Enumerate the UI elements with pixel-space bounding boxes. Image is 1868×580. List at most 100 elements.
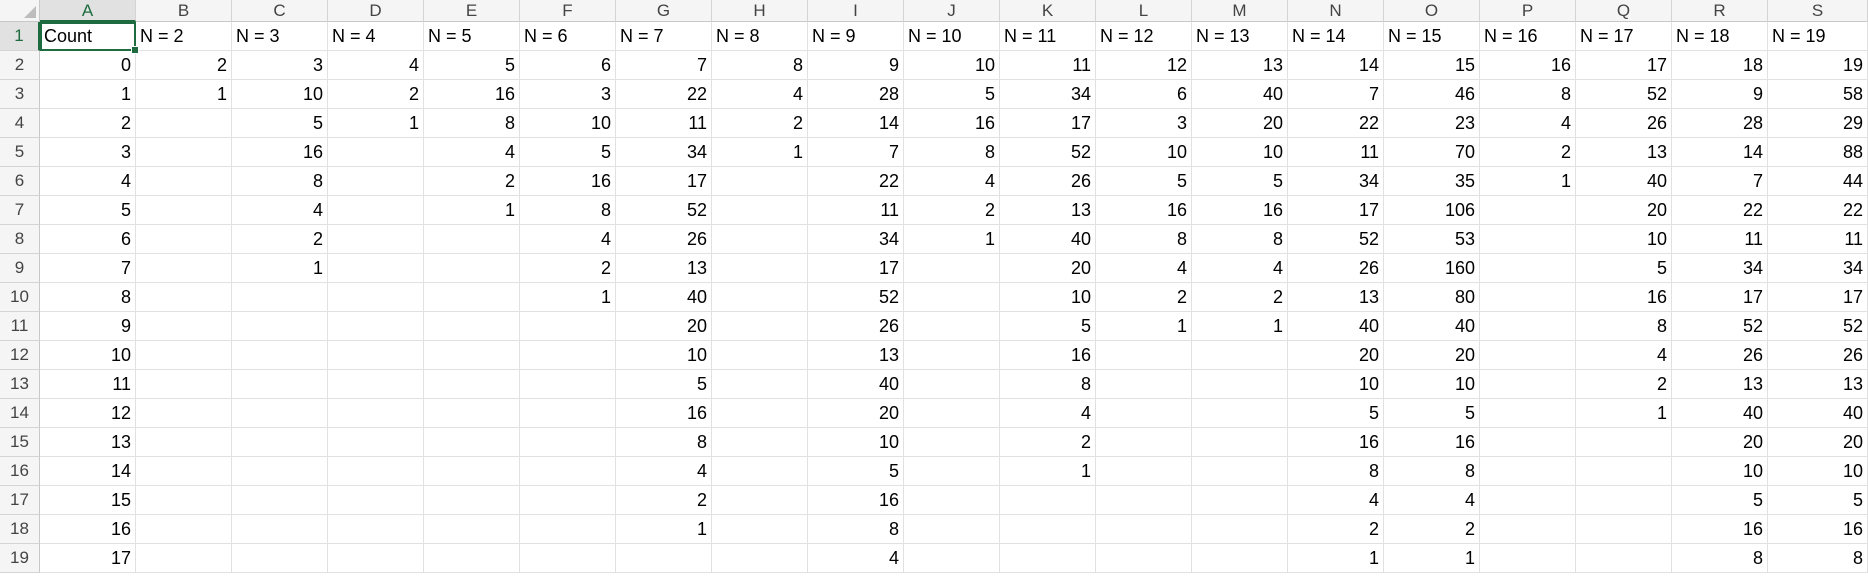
cell-n8[interactable]: 52 <box>1288 225 1384 254</box>
cell-r15[interactable]: 20 <box>1672 428 1768 457</box>
cell-m15[interactable] <box>1192 428 1288 457</box>
cell-e17[interactable] <box>424 486 520 515</box>
cell-a4[interactable]: 2 <box>40 109 136 138</box>
cell-q3[interactable]: 52 <box>1576 80 1672 109</box>
cell-e11[interactable] <box>424 312 520 341</box>
column-header-f[interactable]: F <box>520 0 616 22</box>
cell-a3[interactable]: 1 <box>40 80 136 109</box>
cell-r8[interactable]: 11 <box>1672 225 1768 254</box>
cell-s2[interactable]: 19 <box>1768 51 1868 80</box>
cell-e3[interactable]: 16 <box>424 80 520 109</box>
cell-f8[interactable]: 4 <box>520 225 616 254</box>
cell-c7[interactable]: 4 <box>232 196 328 225</box>
cell-p10[interactable] <box>1480 283 1576 312</box>
cell-p2[interactable]: 16 <box>1480 51 1576 80</box>
cell-m12[interactable] <box>1192 341 1288 370</box>
cell-c3[interactable]: 10 <box>232 80 328 109</box>
cell-b5[interactable] <box>136 138 232 167</box>
cell-n14[interactable]: 5 <box>1288 399 1384 428</box>
cell-o9[interactable]: 160 <box>1384 254 1480 283</box>
cell-p4[interactable]: 4 <box>1480 109 1576 138</box>
cell-a19[interactable]: 17 <box>40 544 136 573</box>
cell-s8[interactable]: 11 <box>1768 225 1868 254</box>
cell-g14[interactable]: 16 <box>616 399 712 428</box>
cell-l6[interactable]: 5 <box>1096 167 1192 196</box>
cell-m1[interactable]: N = 13 <box>1192 22 1288 51</box>
cell-q15[interactable] <box>1576 428 1672 457</box>
cell-m4[interactable]: 20 <box>1192 109 1288 138</box>
cell-c17[interactable] <box>232 486 328 515</box>
cell-l5[interactable]: 10 <box>1096 138 1192 167</box>
cell-i8[interactable]: 34 <box>808 225 904 254</box>
cell-k13[interactable]: 8 <box>1000 370 1096 399</box>
cell-q19[interactable] <box>1576 544 1672 573</box>
cell-k6[interactable]: 26 <box>1000 167 1096 196</box>
cell-d7[interactable] <box>328 196 424 225</box>
cell-f9[interactable]: 2 <box>520 254 616 283</box>
cell-h7[interactable] <box>712 196 808 225</box>
cell-f3[interactable]: 3 <box>520 80 616 109</box>
cell-j18[interactable] <box>904 515 1000 544</box>
cell-i19[interactable]: 4 <box>808 544 904 573</box>
cell-f17[interactable] <box>520 486 616 515</box>
cell-m14[interactable] <box>1192 399 1288 428</box>
cell-d10[interactable] <box>328 283 424 312</box>
cell-a5[interactable]: 3 <box>40 138 136 167</box>
cell-l7[interactable]: 16 <box>1096 196 1192 225</box>
cell-h13[interactable] <box>712 370 808 399</box>
cell-s11[interactable]: 52 <box>1768 312 1868 341</box>
cell-m19[interactable] <box>1192 544 1288 573</box>
cell-d11[interactable] <box>328 312 424 341</box>
cell-g3[interactable]: 22 <box>616 80 712 109</box>
cell-g9[interactable]: 13 <box>616 254 712 283</box>
cell-a7[interactable]: 5 <box>40 196 136 225</box>
cell-g17[interactable]: 2 <box>616 486 712 515</box>
cell-j16[interactable] <box>904 457 1000 486</box>
cell-e4[interactable]: 8 <box>424 109 520 138</box>
cell-j2[interactable]: 10 <box>904 51 1000 80</box>
cell-g8[interactable]: 26 <box>616 225 712 254</box>
cell-d3[interactable]: 2 <box>328 80 424 109</box>
cell-h16[interactable] <box>712 457 808 486</box>
cell-n2[interactable]: 14 <box>1288 51 1384 80</box>
cell-h17[interactable] <box>712 486 808 515</box>
cell-f1[interactable]: N = 6 <box>520 22 616 51</box>
cell-o14[interactable]: 5 <box>1384 399 1480 428</box>
cell-c12[interactable] <box>232 341 328 370</box>
cell-l2[interactable]: 12 <box>1096 51 1192 80</box>
cell-k19[interactable] <box>1000 544 1096 573</box>
cell-l14[interactable] <box>1096 399 1192 428</box>
cell-i7[interactable]: 11 <box>808 196 904 225</box>
cell-s10[interactable]: 17 <box>1768 283 1868 312</box>
cell-q7[interactable]: 20 <box>1576 196 1672 225</box>
cell-m13[interactable] <box>1192 370 1288 399</box>
cell-g10[interactable]: 40 <box>616 283 712 312</box>
cell-m8[interactable]: 8 <box>1192 225 1288 254</box>
cell-g2[interactable]: 7 <box>616 51 712 80</box>
cell-r5[interactable]: 14 <box>1672 138 1768 167</box>
cell-f15[interactable] <box>520 428 616 457</box>
column-header-b[interactable]: B <box>136 0 232 22</box>
cell-n5[interactable]: 11 <box>1288 138 1384 167</box>
cell-c19[interactable] <box>232 544 328 573</box>
cell-j13[interactable] <box>904 370 1000 399</box>
column-header-p[interactable]: P <box>1480 0 1576 22</box>
cell-d8[interactable] <box>328 225 424 254</box>
cell-q11[interactable]: 8 <box>1576 312 1672 341</box>
cell-f16[interactable] <box>520 457 616 486</box>
cell-j3[interactable]: 5 <box>904 80 1000 109</box>
cell-g7[interactable]: 52 <box>616 196 712 225</box>
cell-e15[interactable] <box>424 428 520 457</box>
cell-n12[interactable]: 20 <box>1288 341 1384 370</box>
cell-q1[interactable]: N = 17 <box>1576 22 1672 51</box>
cell-a9[interactable]: 7 <box>40 254 136 283</box>
cell-e14[interactable] <box>424 399 520 428</box>
row-header-1[interactable]: 1 <box>0 22 40 51</box>
column-header-j[interactable]: J <box>904 0 1000 22</box>
cell-p9[interactable] <box>1480 254 1576 283</box>
cell-j17[interactable] <box>904 486 1000 515</box>
cell-s14[interactable]: 40 <box>1768 399 1868 428</box>
cell-h1[interactable]: N = 8 <box>712 22 808 51</box>
cell-l8[interactable]: 8 <box>1096 225 1192 254</box>
cell-h6[interactable] <box>712 167 808 196</box>
